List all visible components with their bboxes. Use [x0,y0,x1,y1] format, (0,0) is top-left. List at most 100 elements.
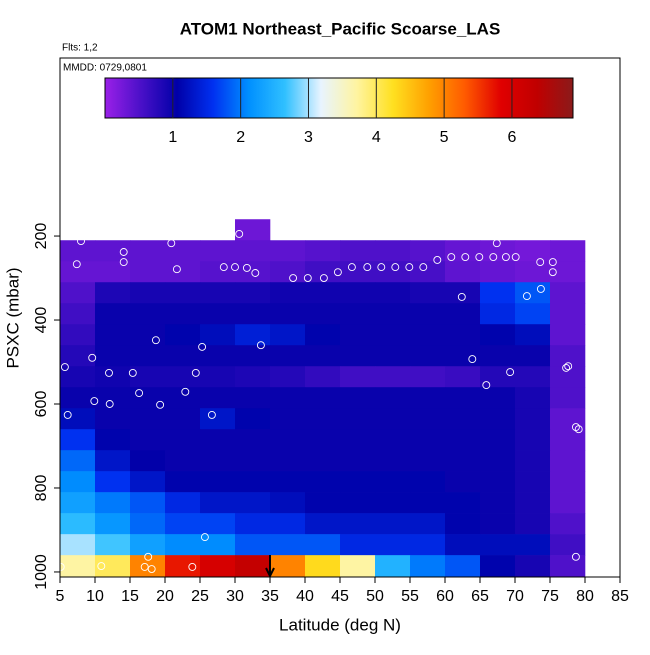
heat-cell [60,555,96,578]
heatmap [60,219,586,578]
sample-point [90,397,99,406]
heat-cell [305,261,341,283]
heat-cell [305,282,341,304]
heat-cell [375,240,411,262]
heat-cell [480,534,516,556]
heat-cell [445,303,481,325]
axes: 5 10 15 20 25 30 35 40 45 50 55 60 65 70 75 80 85 200 400 6… [33,223,629,606]
heat-cell [550,534,586,556]
heat-cell [410,261,446,283]
sample-point [60,363,69,371]
sample-point [564,362,573,371]
heat-cell [480,408,516,430]
heat-cell [480,450,516,472]
heat-cell [515,555,551,578]
heat-cell [305,366,341,388]
heat-cell [95,429,131,451]
heat-cell [235,240,271,262]
heat-cell [130,366,166,388]
heat-cell [550,450,586,472]
heat-cell [235,345,271,367]
sample-point [571,423,580,432]
heat-cell [235,492,271,514]
heat-cell [480,492,516,514]
heat-cell [480,345,516,367]
heat-cell [235,324,271,346]
colorbar-tick-label: 3 [304,129,313,146]
heat-cell [550,324,586,346]
heat-cell [375,366,411,388]
heat-cell [550,282,586,304]
sample-point [105,368,113,377]
heat-cell [130,324,166,346]
heat-cell [340,345,376,367]
heat-cell [200,534,236,556]
heat-cell [270,240,306,262]
heat-cell [340,366,376,388]
sample-point [347,263,356,272]
heat-cell [445,555,481,578]
heat-cell [305,492,341,514]
heat-cell [480,366,516,388]
y-tick-label: 200 [33,223,50,250]
sample-points [56,229,583,573]
heat-cell [305,324,341,346]
heat-cell [130,513,166,535]
heat-cell [165,471,201,493]
colorbar-tick-label: 2 [236,129,245,146]
x-tick-label: 45 [331,588,349,605]
chart-title: ATOM1 Northeast_Pacific Scoarse_LAS [180,19,501,38]
x-tick-label: 65 [471,588,489,605]
heat-cell [305,387,341,409]
heat-cell [515,366,551,388]
heat-cell [60,513,96,535]
heat-cell [200,513,236,535]
heat-cell [515,240,551,262]
arrow-head [265,567,275,579]
heat-cell [270,282,306,304]
heat-cell [95,303,131,325]
sample-point [144,552,153,561]
heat-cell [515,261,551,283]
colorbar: 1 2 3 4 5 6 [104,77,574,146]
heat-cell [165,345,201,367]
x-tick-label: 20 [156,588,174,605]
heat-cell [340,513,376,535]
sample-point [251,269,260,277]
heat-cell [95,492,131,514]
heat-cell [410,534,446,556]
sample-point [217,229,225,238]
sample-point [447,253,456,261]
heat-cell [165,492,201,514]
colorbar-tick-label: 6 [508,129,517,146]
heat-cell [445,387,481,409]
heat-cell [95,261,131,283]
heat-cell [480,471,516,493]
heat-cell [200,345,236,367]
heat-cell [445,324,481,346]
heat-cell [165,429,201,451]
heat-cell [270,429,306,451]
heat-cell [235,471,271,493]
heat-cell [200,492,236,514]
colorbar-fill [104,77,574,119]
heat-cell [410,471,446,493]
sample-point [574,425,583,434]
heat-cell [60,534,96,556]
y-axis-label: PSXC (mbar) [3,267,22,368]
heat-cell [235,450,271,472]
heat-cell [550,513,586,535]
heat-cell [130,408,166,430]
sample-point [536,284,545,293]
heat-cell [550,555,586,578]
heat-cell [515,471,551,493]
heat-cell [305,303,341,325]
heat-cell [445,240,481,262]
heat-cell [95,387,131,409]
heat-cell [270,471,306,493]
sample-point [235,229,244,238]
heat-cell [165,450,201,472]
heat-cell [200,429,236,451]
heat-cell [445,492,481,514]
